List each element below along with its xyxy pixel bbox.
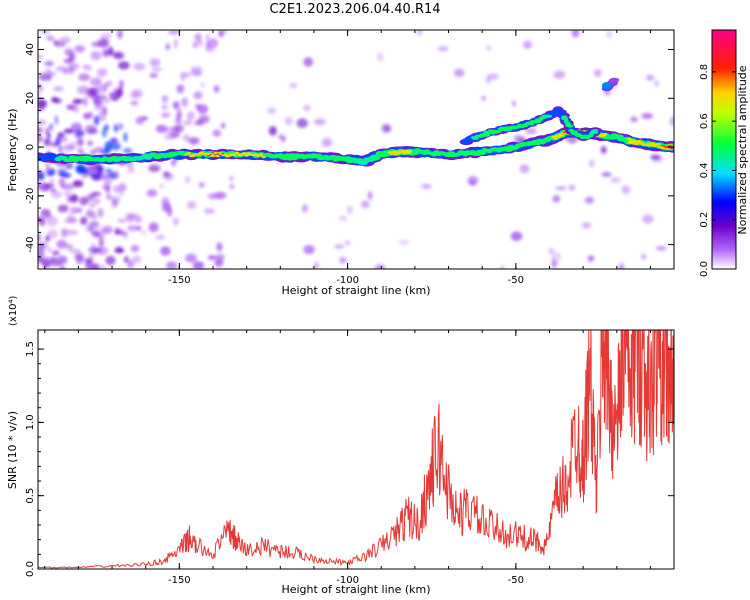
snr-y-tick-label: 0.5 [25,488,36,504]
spectrogram-axes: -150 -100 -50 -40 -20 0 20 40 [25,30,674,286]
spectrogram-x-tick-label: -100 [336,275,359,286]
spectrogram-x-tick-label: -150 [168,275,191,286]
snr-x-tick-label: -150 [168,575,191,586]
spectrogram-panel: -150 -100 -50 -40 -20 0 20 40 Height of straigh… [6,29,675,297]
snr-x-tick-label: -100 [336,575,359,586]
spectrogram-hot-spot [601,82,612,91]
spectrogram-y-tick-label: -40 [25,236,36,252]
spectrogram-y-tick-label: -20 [25,188,36,204]
snr-y-multiplier: (x10⁴) [8,295,19,326]
colorbar-tick-label: 0.4 [699,162,710,178]
snr-x-label: Height of straight line (km) [281,583,430,596]
snr-series-line [38,330,674,569]
spectrogram-y-tick-label: 20 [25,92,36,105]
figure-title: C2E1.2023.206.04.40.R14 [269,2,441,17]
spectrogram-y-label: Frequency (Hz) [6,109,19,192]
colorbar: 0.0 0.2 0.4 0.6 0.8 Normalized spectral ampl… [699,29,749,277]
spectrogram-x-tick-label: -50 [508,275,524,286]
colorbar-ticks: 0.0 0.2 0.4 0.6 0.8 [699,64,736,277]
colorbar-tick-label: 0.6 [699,113,710,129]
spectrogram-y-tick-label: 0 [25,144,36,150]
snr-y-tick-label: 1.0 [25,414,36,430]
spectrogram-background [38,30,674,269]
snr-y-tick-label: 0.0 [25,561,36,577]
snr-x-tick-label: -50 [508,575,524,586]
spectrogram-y-tick-label: 40 [25,43,36,56]
colorbar-tick-label: 0.8 [699,64,710,80]
spectrogram-x-label: Height of straight line (km) [281,284,430,297]
colorbar-tick-label: 0.2 [699,212,710,228]
snr-frame [37,329,675,570]
spectrogram-upper-branch [459,106,603,146]
snr-y-label: SNR (10 * v/v) [6,411,19,489]
snr-y-tick-label: 1.5 [25,341,36,357]
snr-background [38,330,674,569]
snr-axes: -150 -100 -50 0.0 0.5 1.0 1.5 [25,330,674,586]
spectrogram-noise [38,30,674,269]
spectrogram-frame [37,29,675,270]
spectrogram-heatmap [38,30,674,269]
colorbar-tick-label: 0.0 [699,261,710,277]
colorbar-label: Normalized spectral amplitude [736,65,749,234]
colorbar-gradient [711,29,737,270]
snr-panel: -150 -100 -50 0.0 0.5 1.0 1.5 Height of straig… [6,295,675,596]
